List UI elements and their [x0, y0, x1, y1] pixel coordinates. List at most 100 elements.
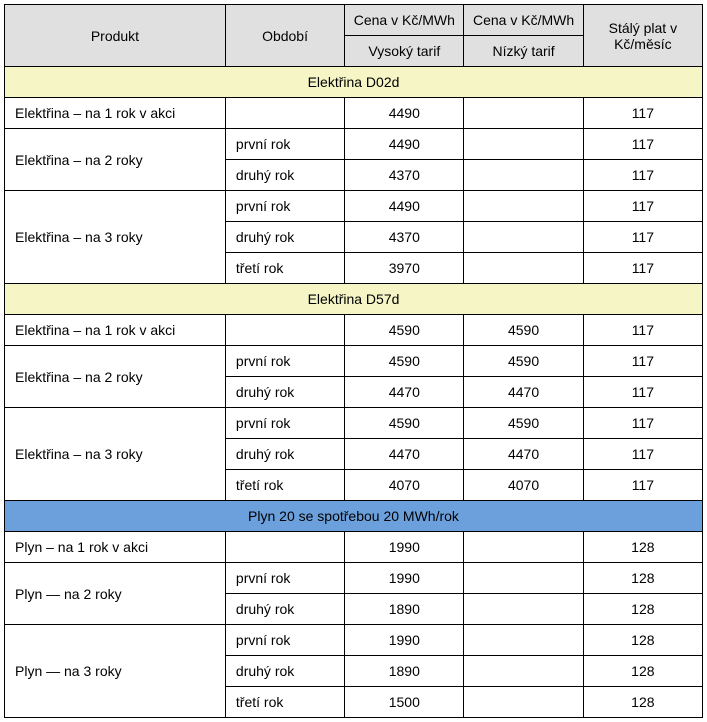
high-tariff-cell: 1990 — [345, 563, 464, 594]
header-row-1: Produkt Období Cena v Kč/MWh Cena v Kč/M… — [5, 5, 703, 36]
high-tariff-cell: 4370 — [345, 160, 464, 191]
low-tariff-cell: 4070 — [464, 470, 583, 501]
section-header-row: Elektřina D57d — [5, 284, 703, 315]
low-tariff-cell — [464, 222, 583, 253]
table-row: Elektřina – na 2 rokyprvní rok4490117 — [5, 129, 703, 160]
product-name: Plyn — na 3 roky — [5, 625, 226, 718]
fixed-fee-cell: 128 — [583, 594, 702, 625]
period-cell — [225, 532, 344, 563]
fixed-fee-cell: 128 — [583, 625, 702, 656]
product-name: Elektřina – na 2 roky — [5, 346, 226, 408]
high-tariff-cell: 4590 — [345, 346, 464, 377]
low-tariff-cell: 4470 — [464, 377, 583, 408]
high-tariff-cell: 4490 — [345, 129, 464, 160]
header-nizky-tarif: Nízký tarif — [464, 36, 583, 67]
table-row: Plyn – na 1 rok v akci 1990 128 — [5, 532, 703, 563]
period-cell: první rok — [225, 346, 344, 377]
low-tariff-cell — [464, 253, 583, 284]
header-obdobi: Období — [225, 5, 344, 67]
low-tariff-cell: 4590 — [464, 408, 583, 439]
high-tariff-cell: 4490 — [345, 191, 464, 222]
high-tariff-cell: 4070 — [345, 470, 464, 501]
low-tariff-cell — [464, 687, 583, 718]
high-tariff-cell: 1500 — [345, 687, 464, 718]
fixed-fee-cell: 117 — [583, 470, 702, 501]
fixed-fee-cell: 117 — [583, 439, 702, 470]
fixed-fee-cell: 117 — [583, 160, 702, 191]
section-title: Elektřina D57d — [5, 284, 703, 315]
period-cell: první rok — [225, 191, 344, 222]
high-tariff-cell: 4470 — [345, 439, 464, 470]
low-tariff-cell — [464, 563, 583, 594]
period-cell: první rok — [225, 563, 344, 594]
header-cena-nizky: Cena v Kč/MWh — [464, 5, 583, 36]
period-cell: druhý rok — [225, 656, 344, 687]
period-cell: třetí rok — [225, 470, 344, 501]
low-tariff-cell: 4470 — [464, 439, 583, 470]
header-staly-plat: Stálý plat v Kč/měsíc — [583, 5, 702, 67]
high-tariff-cell: 4590 — [345, 315, 464, 346]
section-header-row: Elektřina D02d — [5, 67, 703, 98]
low-tariff-cell — [464, 160, 583, 191]
table-row: Plyn — na 2 rokyprvní rok1990128 — [5, 563, 703, 594]
high-tariff-cell: 1890 — [345, 594, 464, 625]
header-vysoky-tarif: Vysoký tarif — [345, 36, 464, 67]
product-name: Elektřina – na 3 roky — [5, 191, 226, 284]
fixed-fee-cell: 117 — [583, 222, 702, 253]
low-tariff-cell — [464, 129, 583, 160]
fixed-fee-cell: 117 — [583, 129, 702, 160]
fixed-fee-cell: 117 — [583, 315, 702, 346]
low-tariff-cell — [464, 625, 583, 656]
high-tariff-cell: 1990 — [345, 625, 464, 656]
period-cell: druhý rok — [225, 160, 344, 191]
product-name: Elektřina – na 3 roky — [5, 408, 226, 501]
fixed-fee-cell: 117 — [583, 377, 702, 408]
period-cell: druhý rok — [225, 439, 344, 470]
period-cell: první rok — [225, 129, 344, 160]
low-tariff-cell — [464, 191, 583, 222]
high-tariff-cell: 4470 — [345, 377, 464, 408]
table-row: Elektřina – na 3 rokyprvní rok4490117 — [5, 191, 703, 222]
fixed-fee-cell: 117 — [583, 98, 702, 129]
product-name: Elektřina – na 2 roky — [5, 129, 226, 191]
low-tariff-cell — [464, 98, 583, 129]
high-tariff-cell: 4590 — [345, 408, 464, 439]
high-tariff-cell: 3970 — [345, 253, 464, 284]
low-tariff-cell — [464, 594, 583, 625]
period-cell — [225, 98, 344, 129]
product-name: Plyn — na 2 roky — [5, 563, 226, 625]
product-name: Plyn – na 1 rok v akci — [5, 532, 226, 563]
product-name: Elektřina – na 1 rok v akci — [5, 315, 226, 346]
fixed-fee-cell: 128 — [583, 532, 702, 563]
section-header-row: Plyn 20 se spotřebou 20 MWh/rok — [5, 501, 703, 532]
table-row: Elektřina – na 1 rok v akci45904590117 — [5, 315, 703, 346]
period-cell: třetí rok — [225, 687, 344, 718]
fixed-fee-cell: 128 — [583, 687, 702, 718]
header-produkt: Produkt — [5, 5, 226, 67]
section-title: Plyn 20 se spotřebou 20 MWh/rok — [5, 501, 703, 532]
table-row: Elektřina – na 3 rokyprvní rok4590459011… — [5, 408, 703, 439]
header-cena-vysoky: Cena v Kč/MWh — [345, 5, 464, 36]
period-cell: první rok — [225, 625, 344, 656]
fixed-fee-cell: 117 — [583, 346, 702, 377]
fixed-fee-cell: 128 — [583, 563, 702, 594]
section-title: Elektřina D02d — [5, 67, 703, 98]
table-row: Plyn — na 3 rokyprvní rok1990128 — [5, 625, 703, 656]
high-tariff-cell: 1890 — [345, 656, 464, 687]
table-row: Elektřina – na 1 rok v akci4490117 — [5, 98, 703, 129]
period-cell: první rok — [225, 408, 344, 439]
low-tariff-cell — [464, 532, 583, 563]
fixed-fee-cell: 117 — [583, 253, 702, 284]
fixed-fee-cell: 117 — [583, 191, 702, 222]
table-row: Elektřina – na 2 rokyprvní rok4590459011… — [5, 346, 703, 377]
high-tariff-cell: 4370 — [345, 222, 464, 253]
fixed-fee-cell: 117 — [583, 408, 702, 439]
low-tariff-cell: 4590 — [464, 346, 583, 377]
period-cell: druhý rok — [225, 222, 344, 253]
high-tariff-cell: 4490 — [345, 98, 464, 129]
high-tariff-cell: 1990 — [345, 532, 464, 563]
period-cell: druhý rok — [225, 377, 344, 408]
pricing-table: Produkt Období Cena v Kč/MWh Cena v Kč/M… — [4, 4, 703, 718]
low-tariff-cell — [464, 656, 583, 687]
period-cell: třetí rok — [225, 253, 344, 284]
